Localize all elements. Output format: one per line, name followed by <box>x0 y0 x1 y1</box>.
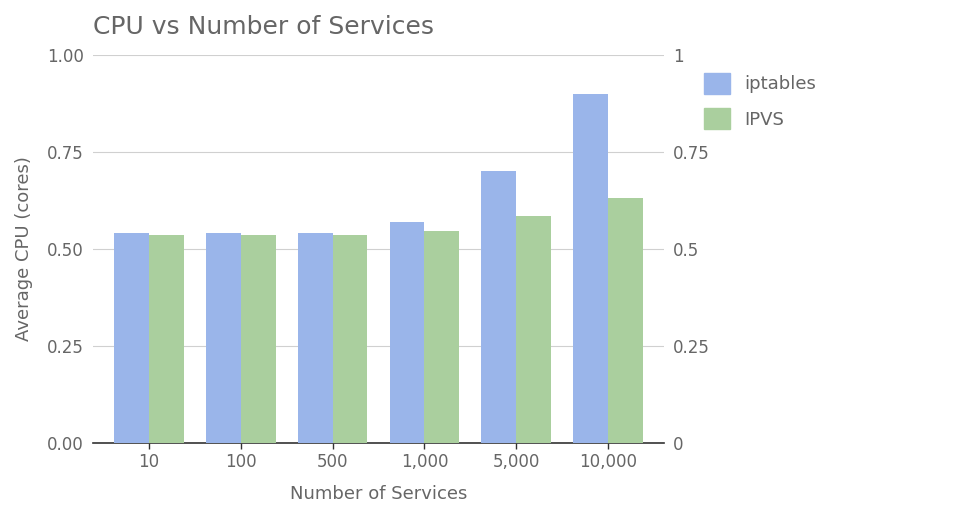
Bar <box>390 222 425 443</box>
Bar <box>206 233 241 443</box>
X-axis label: Number of Services: Number of Services <box>290 485 468 503</box>
Bar <box>516 216 551 443</box>
Bar <box>425 232 460 443</box>
Bar <box>574 94 609 443</box>
Bar <box>114 233 149 443</box>
Legend: iptables, IPVS: iptables, IPVS <box>695 64 825 138</box>
Bar <box>241 235 276 443</box>
Bar <box>332 235 367 443</box>
Text: CPU vs Number of Services: CPU vs Number of Services <box>94 15 434 39</box>
Bar <box>298 233 332 443</box>
Bar <box>609 198 643 443</box>
Bar <box>149 235 183 443</box>
Y-axis label: Average CPU (cores): Average CPU (cores) <box>15 156 33 341</box>
Bar <box>481 171 516 443</box>
